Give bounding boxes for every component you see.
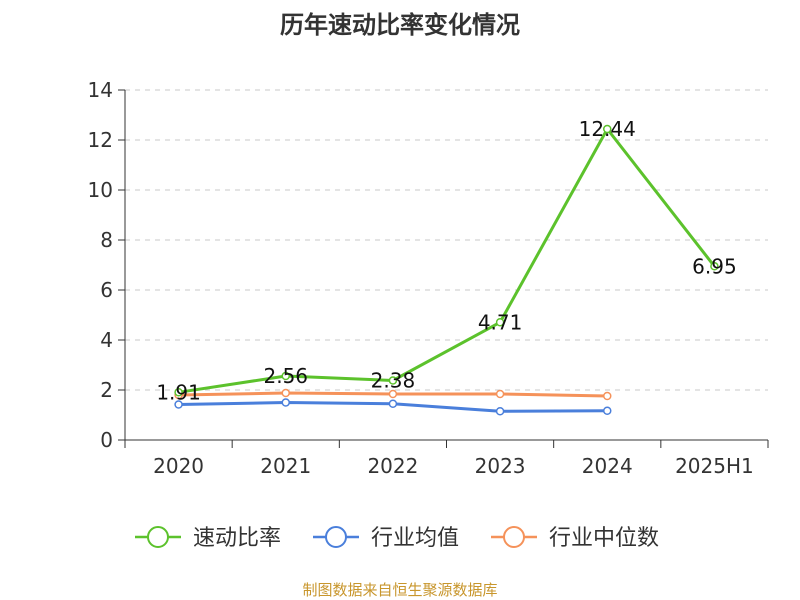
- y-tick-label: 0: [100, 428, 113, 452]
- data-point: [388, 399, 398, 408]
- x-tick-label: 2020: [153, 454, 204, 478]
- data-label: 12.44: [579, 117, 636, 141]
- data-point: [174, 388, 183, 397]
- data-point: [603, 391, 612, 401]
- data-point: [495, 389, 505, 399]
- y-tick-label: 4: [100, 328, 113, 352]
- source-note: 制图数据来自恒生聚源数据库: [302, 581, 497, 599]
- data-point: [281, 388, 290, 398]
- y-tick-label: 12: [88, 128, 113, 152]
- y-tick-label: 6: [100, 278, 113, 302]
- y-tick-label: 2: [100, 378, 113, 402]
- y-tick-label: 14: [88, 78, 113, 102]
- legend: 速动比率 行业均值 行业中位数: [135, 526, 659, 551]
- chart-title: 历年速动比率变化情况: [280, 11, 520, 39]
- series-line: [177, 127, 716, 394]
- x-tick-label: 2022: [367, 454, 418, 478]
- x-tick-label: 2023: [475, 454, 526, 478]
- data-label: 4.71: [478, 310, 523, 334]
- data-point: [710, 262, 719, 271]
- data-point: [495, 407, 505, 416]
- data-point: [603, 406, 612, 415]
- data-label: 2.38: [371, 369, 416, 393]
- grid-lines: [125, 89, 768, 391]
- data-label: 2.56: [263, 364, 308, 388]
- data-point: [281, 371, 290, 381]
- x-tick-label: 2021: [260, 454, 311, 478]
- legend-label: 行业中位数: [549, 526, 659, 551]
- data-point: [388, 389, 398, 399]
- data-point: [281, 398, 290, 407]
- data-label: 1.91: [156, 380, 201, 404]
- data-point: [174, 400, 183, 409]
- legend-marker: [325, 526, 347, 548]
- x-tick-label: 2024: [582, 454, 633, 478]
- plot-area: [174, 124, 719, 416]
- y-tick-label: 8: [100, 228, 113, 252]
- data-point: [388, 376, 398, 385]
- legend-label: 行业均值: [371, 526, 459, 551]
- axes: 0 2 4 6 8 10 12 14 2020 2021 2022 2023 2024 2025H1: [88, 78, 769, 478]
- y-tick-label: 10: [88, 178, 113, 202]
- legend-label: 速动比率: [193, 526, 281, 551]
- legend-marker: [503, 526, 525, 548]
- data-point: [603, 124, 612, 134]
- x-tick-label: 2025H1: [675, 454, 754, 478]
- data-label: 6.95: [692, 254, 737, 278]
- legend-marker: [147, 526, 169, 548]
- data-point: [495, 318, 505, 327]
- data-labels: 1.91 2.56 2.38 4.71 12.44 6.95: [156, 117, 736, 404]
